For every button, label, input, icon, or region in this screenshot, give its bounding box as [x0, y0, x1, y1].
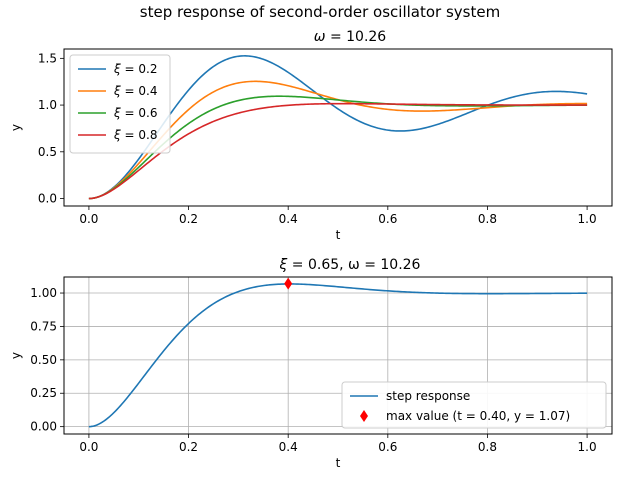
legend-label-max: max value (t = 0.40, y = 1.07) — [386, 409, 570, 423]
y-tick-label-0: 0.0 — [38, 192, 57, 206]
legend-label-2: ξ = 0.6 — [113, 106, 157, 120]
subplot-bottom-title: ξ = 0.65, ω = 10.26 — [279, 257, 421, 273]
legend-label-3: ξ = 0.8 — [113, 128, 157, 142]
series-line-0 — [88, 55, 588, 200]
legend-box — [341, 381, 607, 429]
subplot-top-title: ω = 10.26 — [314, 29, 387, 45]
y-tick-label-3: 0.75 — [30, 319, 57, 333]
legend-label-value-1: = 0.4 — [121, 84, 158, 98]
legend-label-1: ξ = 0.4 — [113, 84, 157, 98]
subplot-bottom-curves — [88, 277, 588, 428]
subplot-top-frame — [63, 48, 613, 207]
x-tick-label-2: 0.4 — [279, 440, 298, 454]
y-tick-label-1: 0.5 — [38, 145, 57, 159]
legend-label-0: ξ = 0.2 — [113, 62, 157, 76]
subplot-top-title-value: = 10.26 — [330, 29, 386, 45]
subplot-bottom-frame — [63, 276, 613, 435]
legend-label-value-0: = 0.2 — [121, 62, 158, 76]
subplot-top-curves — [88, 55, 588, 200]
subplot-top-legend: ξ = 0.2ξ = 0.4ξ = 0.6ξ = 0.8 — [69, 54, 171, 154]
x-tick-label-2: 0.4 — [279, 212, 298, 226]
subplot-bottom: ξ = 0.65, ω = 10.26 0.0 0.2 0.4 0.6 0.8 1.00.… — [9, 257, 613, 470]
x-tick-label-0: 0.0 — [79, 440, 98, 454]
subplot-top-ylabel: y — [9, 124, 23, 131]
y-tick-label-2: 1.0 — [38, 98, 57, 112]
subplot-bottom-title-symbol: ξ — [279, 257, 288, 273]
y-tick-label-0: 0.00 — [30, 420, 57, 434]
y-tick-label-4: 1.00 — [30, 286, 57, 300]
x-tick-label-1: 0.2 — [179, 212, 198, 226]
subplot-top: ω = 10.26 0.0 0.2 0.4 0.6 0.8 1.0 0.0 0.5 1.0 1.5… — [9, 29, 613, 242]
series-line-0 — [88, 283, 588, 428]
x-tick-label-1: 0.2 — [179, 440, 198, 454]
subplot-top-ticks: 0.0 0.2 0.4 0.6 0.8 1.0 0.0 0.5 1.0 1.5 — [38, 51, 597, 226]
subplot-top-xlabel: t — [336, 228, 341, 242]
y-tick-label-1: 0.25 — [30, 386, 57, 400]
y-tick-label-2: 0.50 — [30, 353, 57, 367]
x-tick-label-3: 0.6 — [378, 440, 397, 454]
legend-label-value-3: = 0.8 — [121, 128, 158, 142]
subplot-bottom-title-value: = 0.65, ω = 10.26 — [292, 257, 421, 273]
x-tick-label-4: 0.8 — [478, 212, 497, 226]
subplot-bottom-ticks: 0.0 0.2 0.4 0.6 0.8 1.0 0.00 0.25 0.50 0.75 1.00 — [30, 286, 596, 454]
figure-suptitle: step response of second-order oscillator… — [140, 3, 500, 21]
x-tick-label-4: 0.8 — [478, 440, 497, 454]
subplot-bottom-ylabel: y — [9, 352, 23, 359]
legend-label-symbol-2: ξ — [113, 106, 121, 120]
y-tick-label-3: 1.5 — [38, 51, 57, 65]
subplot-bottom-xlabel: t — [336, 456, 341, 470]
x-tick-label-3: 0.6 — [378, 212, 397, 226]
legend-label-value-2: = 0.6 — [121, 106, 158, 120]
x-tick-label-0: 0.0 — [79, 212, 98, 226]
series-line-3 — [88, 102, 588, 200]
legend-box — [69, 54, 171, 154]
legend-label-symbol-0: ξ — [113, 62, 121, 76]
x-tick-label-5: 1.0 — [578, 212, 597, 226]
x-tick-label-5: 1.0 — [578, 440, 597, 454]
subplot-top-title-symbol: ω — [314, 29, 326, 45]
legend-swatch-max — [360, 410, 368, 422]
legend-label-step: step response — [386, 389, 470, 403]
subplot-bottom-legend: step response max value (t = 0.40, y = 1.… — [341, 381, 607, 429]
legend-label-symbol-3: ξ — [113, 128, 121, 142]
max-value-marker — [284, 277, 293, 290]
legend-label-symbol-1: ξ — [113, 84, 121, 98]
